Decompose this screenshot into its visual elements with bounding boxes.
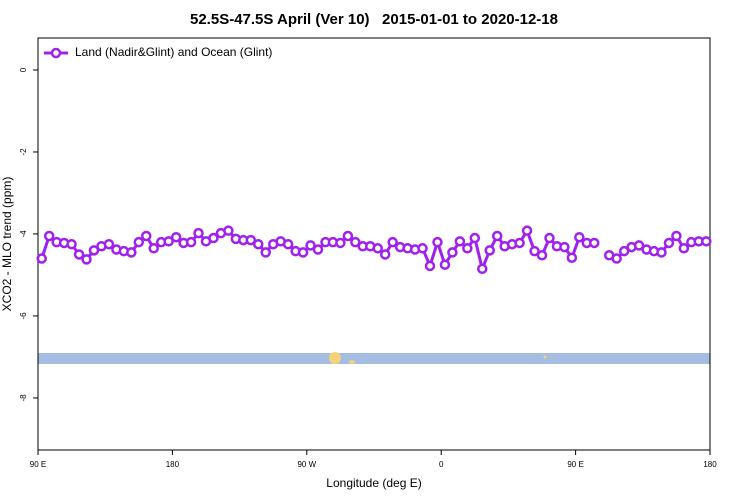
land-ocean-strip <box>38 352 710 364</box>
x-tick-label: 0 <box>439 460 444 469</box>
data-point <box>43 230 55 242</box>
land-patch <box>329 352 341 364</box>
data-point <box>536 250 548 261</box>
x-tick-label: 90 E <box>30 460 46 469</box>
data-point <box>193 227 204 239</box>
data-point <box>88 245 100 256</box>
x-tick-label: 90 E <box>567 460 583 469</box>
data-point <box>312 244 324 255</box>
data-point <box>663 237 675 249</box>
legend-label: Land (Nadir&Glint) and Ocean (Glint) <box>75 45 272 59</box>
data-point <box>350 236 361 248</box>
data-point <box>417 243 428 254</box>
x-tick-label: 180 <box>166 460 180 469</box>
data-point <box>297 247 309 258</box>
y-tick-label: -8 <box>19 394 28 402</box>
data-point <box>462 243 473 254</box>
data-point <box>372 243 383 254</box>
data-point <box>559 241 570 253</box>
data-point <box>671 230 682 242</box>
data-point <box>185 236 197 248</box>
data-point <box>477 263 488 275</box>
data-point <box>148 243 159 254</box>
y-tick-label: -2 <box>19 148 28 156</box>
data-point <box>491 230 503 242</box>
data-point <box>170 231 182 243</box>
data-point <box>484 245 495 256</box>
data-point <box>253 238 264 250</box>
data-point <box>245 234 257 246</box>
data-point <box>514 237 525 249</box>
data-point <box>103 238 115 250</box>
data-point <box>439 259 451 270</box>
data-point <box>36 253 47 264</box>
data-point <box>133 236 145 248</box>
data-point <box>223 225 234 236</box>
data-point <box>454 236 466 247</box>
data-point <box>260 247 271 258</box>
data-point <box>305 240 316 251</box>
data-point <box>141 230 152 242</box>
data-point <box>633 240 645 251</box>
data-point <box>208 232 219 244</box>
land-patch <box>543 355 547 359</box>
data-point <box>521 225 533 236</box>
data-point <box>618 245 630 257</box>
data-point <box>656 247 667 258</box>
y-tick-label: -6 <box>19 312 28 320</box>
data-point <box>574 231 585 243</box>
y-axis-label: XCO2 - MLO trend (ppm) <box>0 177 14 312</box>
data-point <box>73 249 85 260</box>
land-patch <box>349 360 355 364</box>
data-point <box>544 232 555 244</box>
data-point <box>342 230 354 242</box>
data-point <box>335 237 346 249</box>
y-tick-label: -4 <box>19 230 28 238</box>
data-point <box>424 260 436 272</box>
data-point <box>447 247 458 258</box>
x-tick-label: 180 <box>703 460 717 469</box>
data-point <box>379 249 391 260</box>
x-axis-label: Longitude (deg E) <box>326 476 421 490</box>
data-point <box>566 252 578 263</box>
data-point <box>163 236 174 247</box>
y-tick-label: 0 <box>19 67 28 72</box>
data-point <box>469 232 481 244</box>
data-point <box>387 236 398 248</box>
ocean-band <box>38 353 710 364</box>
data-point <box>611 253 622 264</box>
data-point <box>529 245 540 257</box>
data-point <box>66 238 77 250</box>
legend-marker <box>50 47 62 59</box>
data-point <box>432 236 443 248</box>
x-tick-label: 90 W <box>297 460 316 469</box>
chart-title: 52.5S-47.5S April (Ver 10) 2015-01-01 to… <box>190 11 558 28</box>
data-point <box>678 243 690 254</box>
data-point <box>81 254 92 265</box>
data-point <box>701 236 712 247</box>
data-point <box>126 247 137 258</box>
data-point <box>589 237 600 249</box>
data-point <box>282 238 294 250</box>
